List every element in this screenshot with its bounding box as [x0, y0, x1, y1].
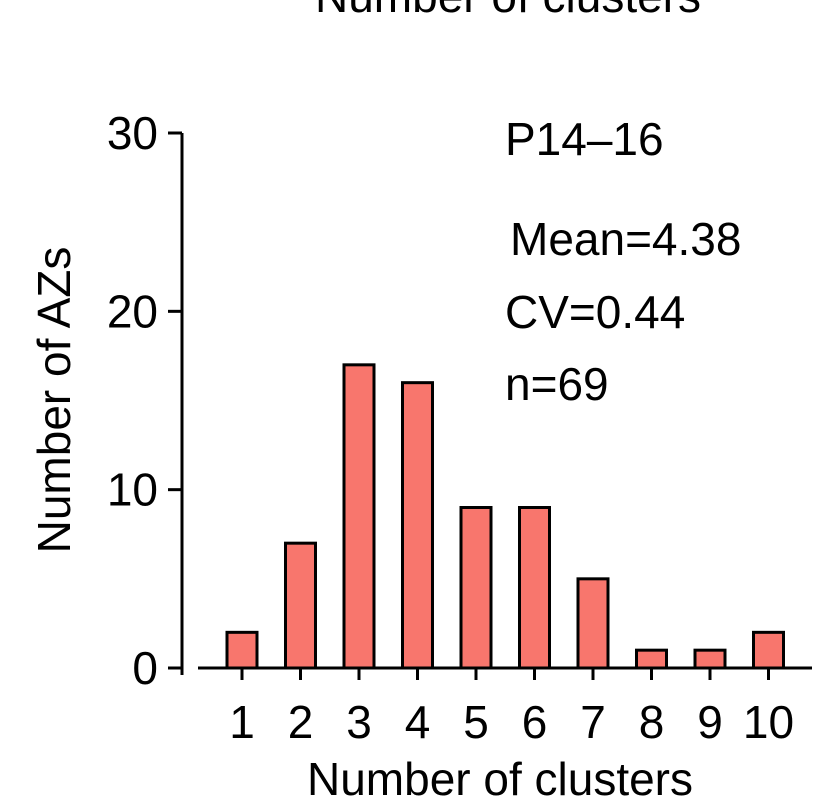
x-tick-label: 4 [405, 696, 431, 748]
y-ticks-group: 0 10 20 30 [107, 107, 182, 694]
bar-3 [342, 363, 376, 670]
x-ticks-group: 1 2 3 4 5 6 7 8 9 10 [229, 668, 794, 748]
x-tick-label: 10 [743, 696, 794, 748]
y-tick-label: 20 [107, 285, 158, 337]
bar-10 [752, 630, 785, 670]
bar-8 [635, 648, 668, 670]
x-axis-label: Number of clusters [307, 753, 693, 805]
x-tick-label: 5 [463, 696, 489, 748]
x-tick-label: 8 [639, 696, 665, 748]
y-tick-label: 30 [107, 107, 158, 159]
cropped-xlabel-top: Number of clusters [315, 0, 701, 22]
bar-7 [576, 577, 610, 670]
x-tick-label: 7 [580, 696, 606, 748]
y-tick-label: 0 [132, 642, 158, 694]
x-tick-label: 9 [697, 696, 723, 748]
annotation-n: n=69 [505, 358, 609, 410]
chart-title: P14–16 [505, 113, 664, 165]
bar-9 [693, 648, 727, 670]
x-tick-label: 1 [229, 696, 255, 748]
x-tick-label: 6 [522, 696, 548, 748]
annotation-cv: CV=0.44 [505, 286, 685, 338]
bar-1 [225, 630, 259, 670]
y-tick-label: 10 [107, 464, 158, 516]
x-tick-label: 3 [346, 696, 372, 748]
bar-6 [518, 506, 551, 670]
bars-group [225, 363, 785, 670]
bar-2 [284, 541, 317, 670]
y-axis-label: Number of AZs [28, 247, 80, 554]
annotation-mean: Mean=4.38 [510, 213, 741, 265]
x-tick-label: 2 [288, 696, 314, 748]
bar-5 [459, 506, 493, 670]
bar-4 [401, 381, 434, 670]
